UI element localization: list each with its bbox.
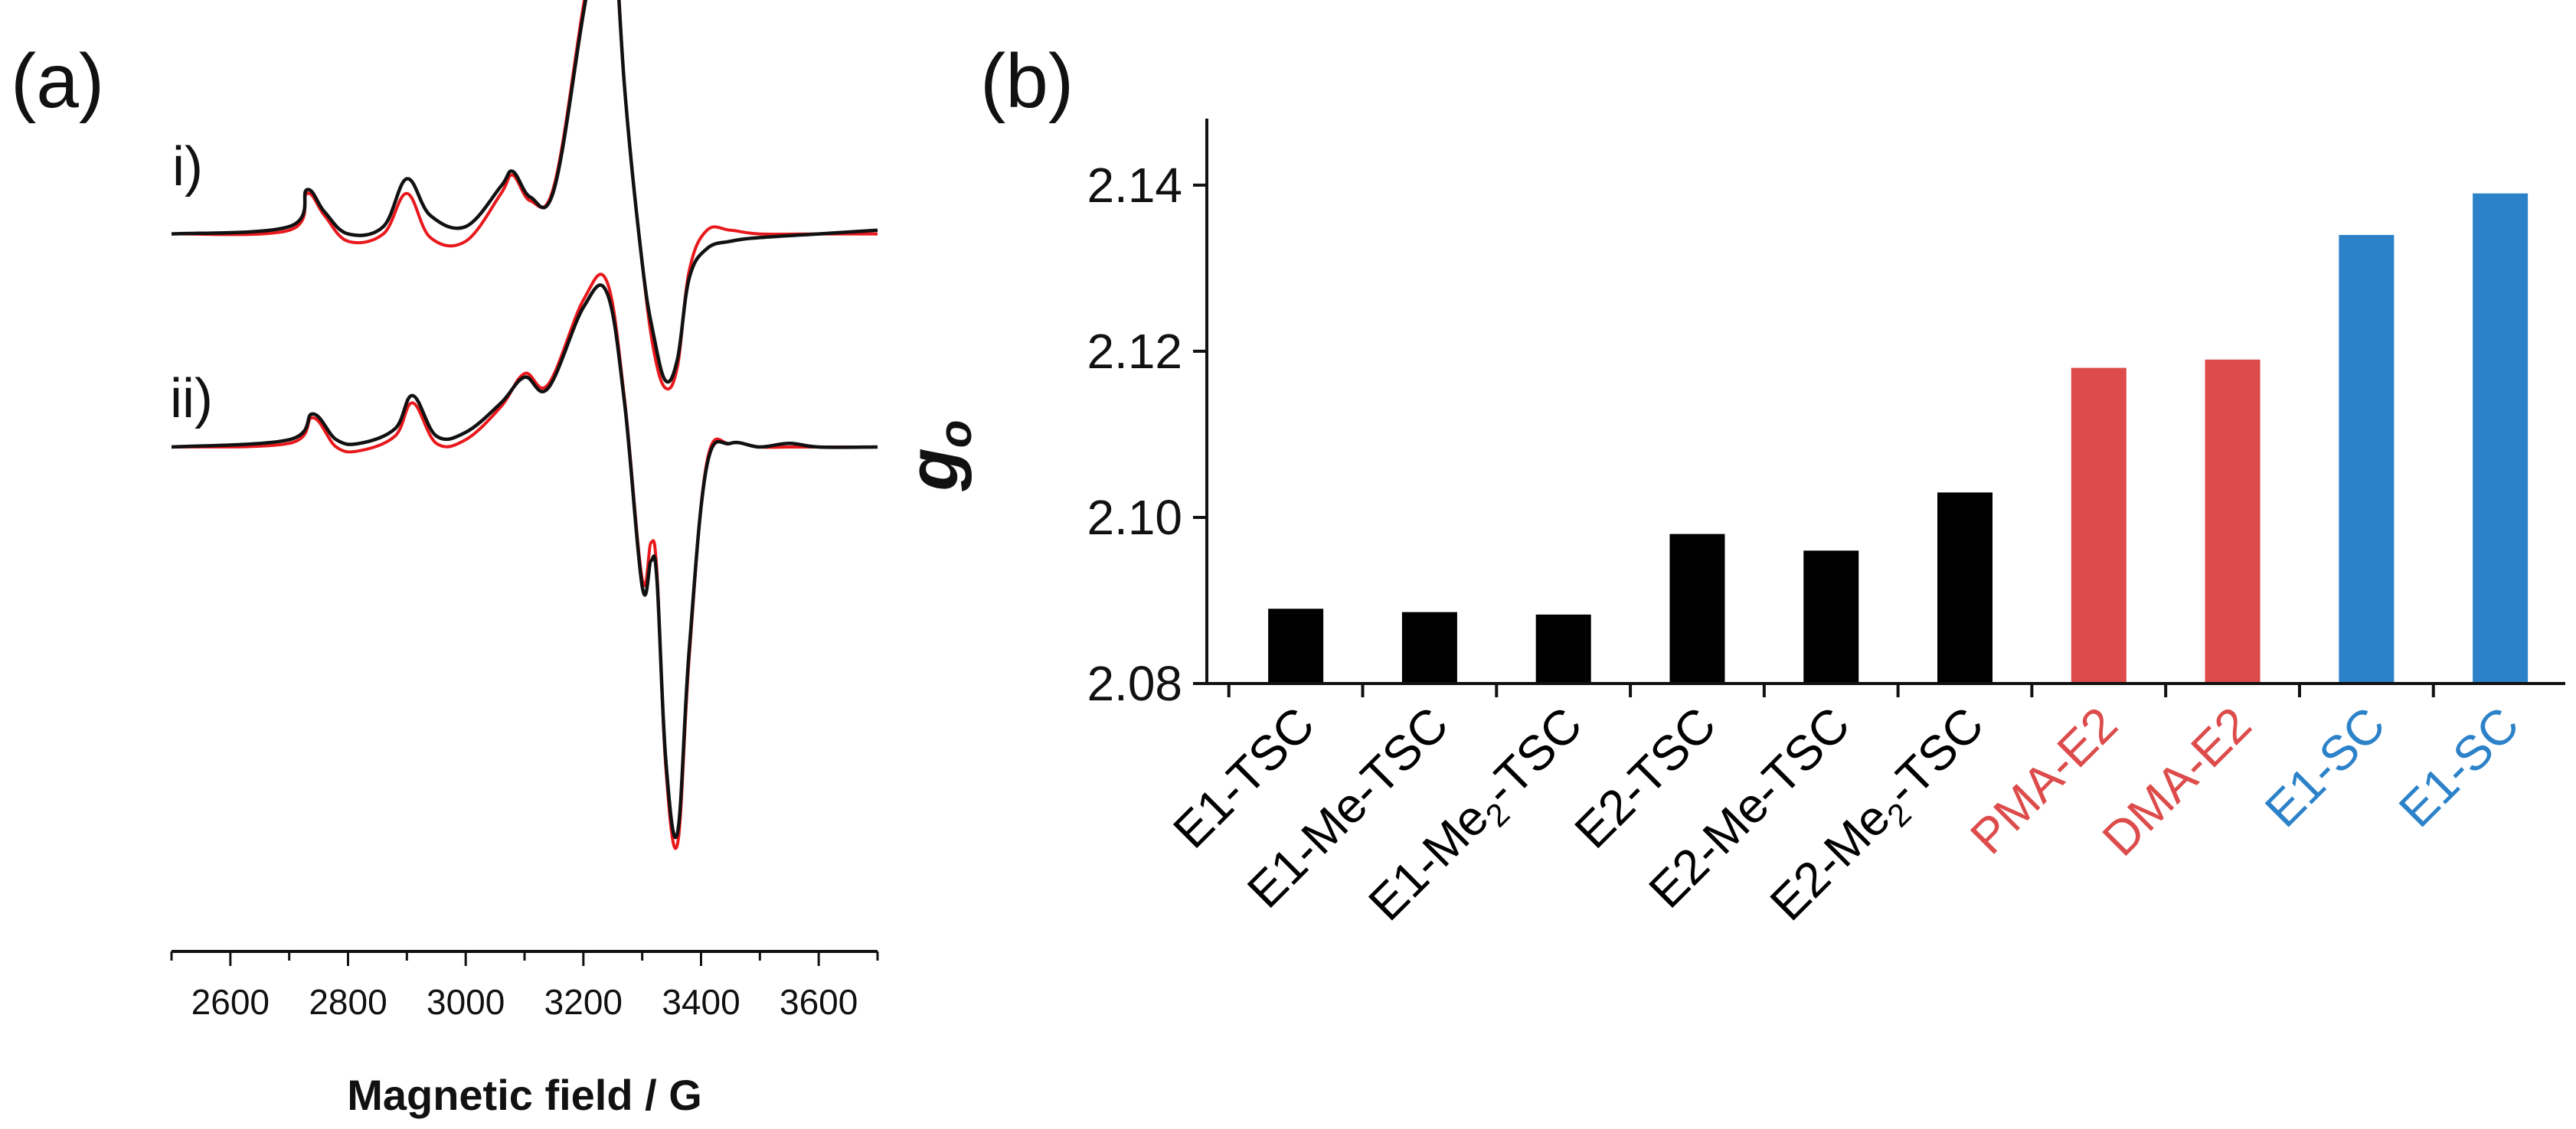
panel-b-letter: (b) — [980, 38, 1074, 124]
bar-e2-tsc — [1669, 534, 1725, 684]
bars — [1268, 193, 2529, 684]
x-ticks-a: 2600 2800 3000 3200 3400 3600 — [170, 951, 879, 1022]
bar-dma-e2 — [2205, 359, 2261, 684]
bar-pma-e2 — [2071, 367, 2127, 684]
bar-e1-sc — [2473, 193, 2529, 684]
y-tick-label-b: 2.12 — [1087, 324, 1182, 379]
epr-traces — [171, 0, 878, 850]
x-axis-title-a: Magnetic field / G — [347, 1071, 702, 1119]
y-tick-label-b: 2.08 — [1087, 656, 1182, 711]
trace-label-ii: ii) — [170, 368, 213, 429]
panel-a-letter: (a) — [11, 38, 104, 124]
x-tick-label-a: 3400 — [662, 982, 740, 1022]
category-label-text: E1-SC — [2254, 697, 2395, 837]
y-axis-g-symbol: g — [894, 448, 973, 491]
x-ticks-b — [1227, 684, 2435, 697]
y-tick-label-b: 2.10 — [1087, 490, 1182, 545]
bar-e1-tsc — [1268, 609, 1324, 684]
bar-e1-sc — [2339, 234, 2395, 684]
trace-ii-simulated — [171, 272, 878, 850]
trace-ii-experimental — [171, 283, 878, 840]
x-tick-label-a: 2600 — [191, 982, 270, 1022]
x-tick-label-a: 3200 — [544, 982, 623, 1022]
y-ticks-b: 2.08 2.10 2.12 2.14 — [1087, 158, 1207, 711]
category-label-text: E1-SC — [2388, 697, 2529, 837]
epr-spectra-panel: i) ii) 2600 2800 3000 3200 3400 3600 Magnetic… — [170, 0, 879, 1119]
x-tick-label-a: 3000 — [427, 982, 505, 1022]
g-value-bar-panel: go 2.08 2.10 2.12 2.14 E1-TSCE1-Me-TSCE1-Me… — [894, 119, 2565, 931]
category-labels: E1-TSCE1-Me-TSCE1-Me2-TSCE2-TSCE2-Me-TSC… — [1162, 697, 2529, 931]
y-axis-g-subscript: o — [930, 420, 981, 449]
trace-label-i: i) — [172, 136, 203, 197]
bar-e1-me2-tsc — [1535, 614, 1591, 684]
category-label: E1-SC — [2254, 697, 2395, 837]
y-axis-title-b: go — [894, 420, 981, 492]
trace-i-simulated — [171, 0, 878, 391]
x-tick-label-a: 2800 — [309, 982, 387, 1022]
category-label: DMA-E2 — [2092, 697, 2262, 866]
bar-e2-me-tsc — [1803, 550, 1859, 684]
bar-e1-me-tsc — [1401, 612, 1457, 684]
category-label: E1-SC — [2388, 697, 2529, 837]
x-tick-label-a: 3600 — [780, 982, 858, 1022]
trace-i-experimental — [171, 0, 878, 384]
bar-e2-me2-tsc — [1937, 492, 1993, 684]
y-tick-label-b: 2.14 — [1087, 158, 1182, 213]
category-label-text: DMA-E2 — [2092, 697, 2262, 866]
